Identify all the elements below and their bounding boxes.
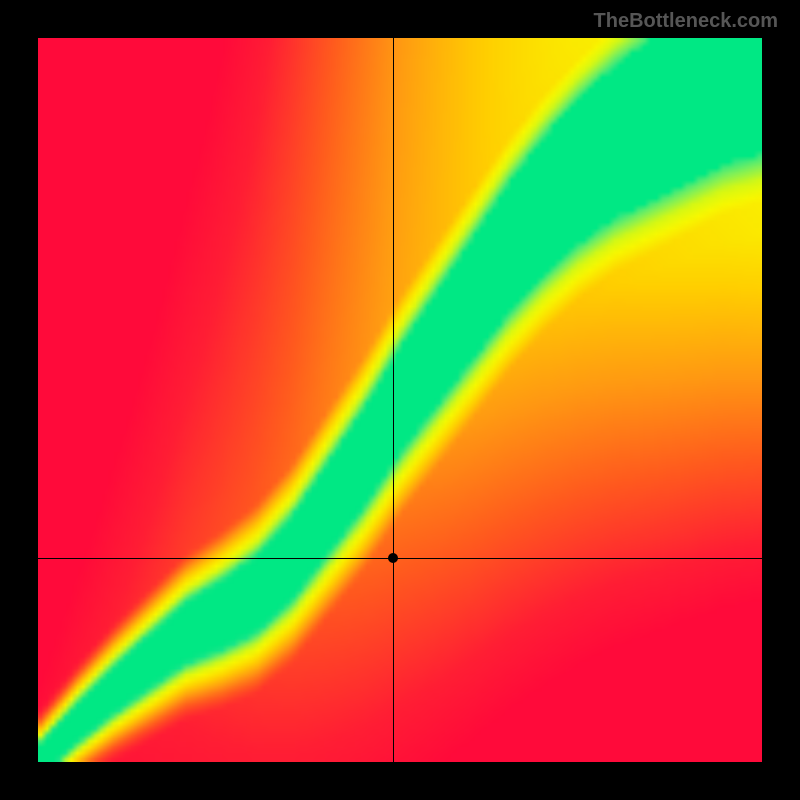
crosshair-vertical	[393, 38, 394, 762]
watermark-text: TheBottleneck.com	[594, 10, 778, 33]
crosshair-dot	[388, 553, 398, 563]
crosshair-horizontal	[38, 558, 762, 559]
heatmap-canvas	[38, 38, 762, 762]
heatmap-plot	[38, 38, 762, 762]
